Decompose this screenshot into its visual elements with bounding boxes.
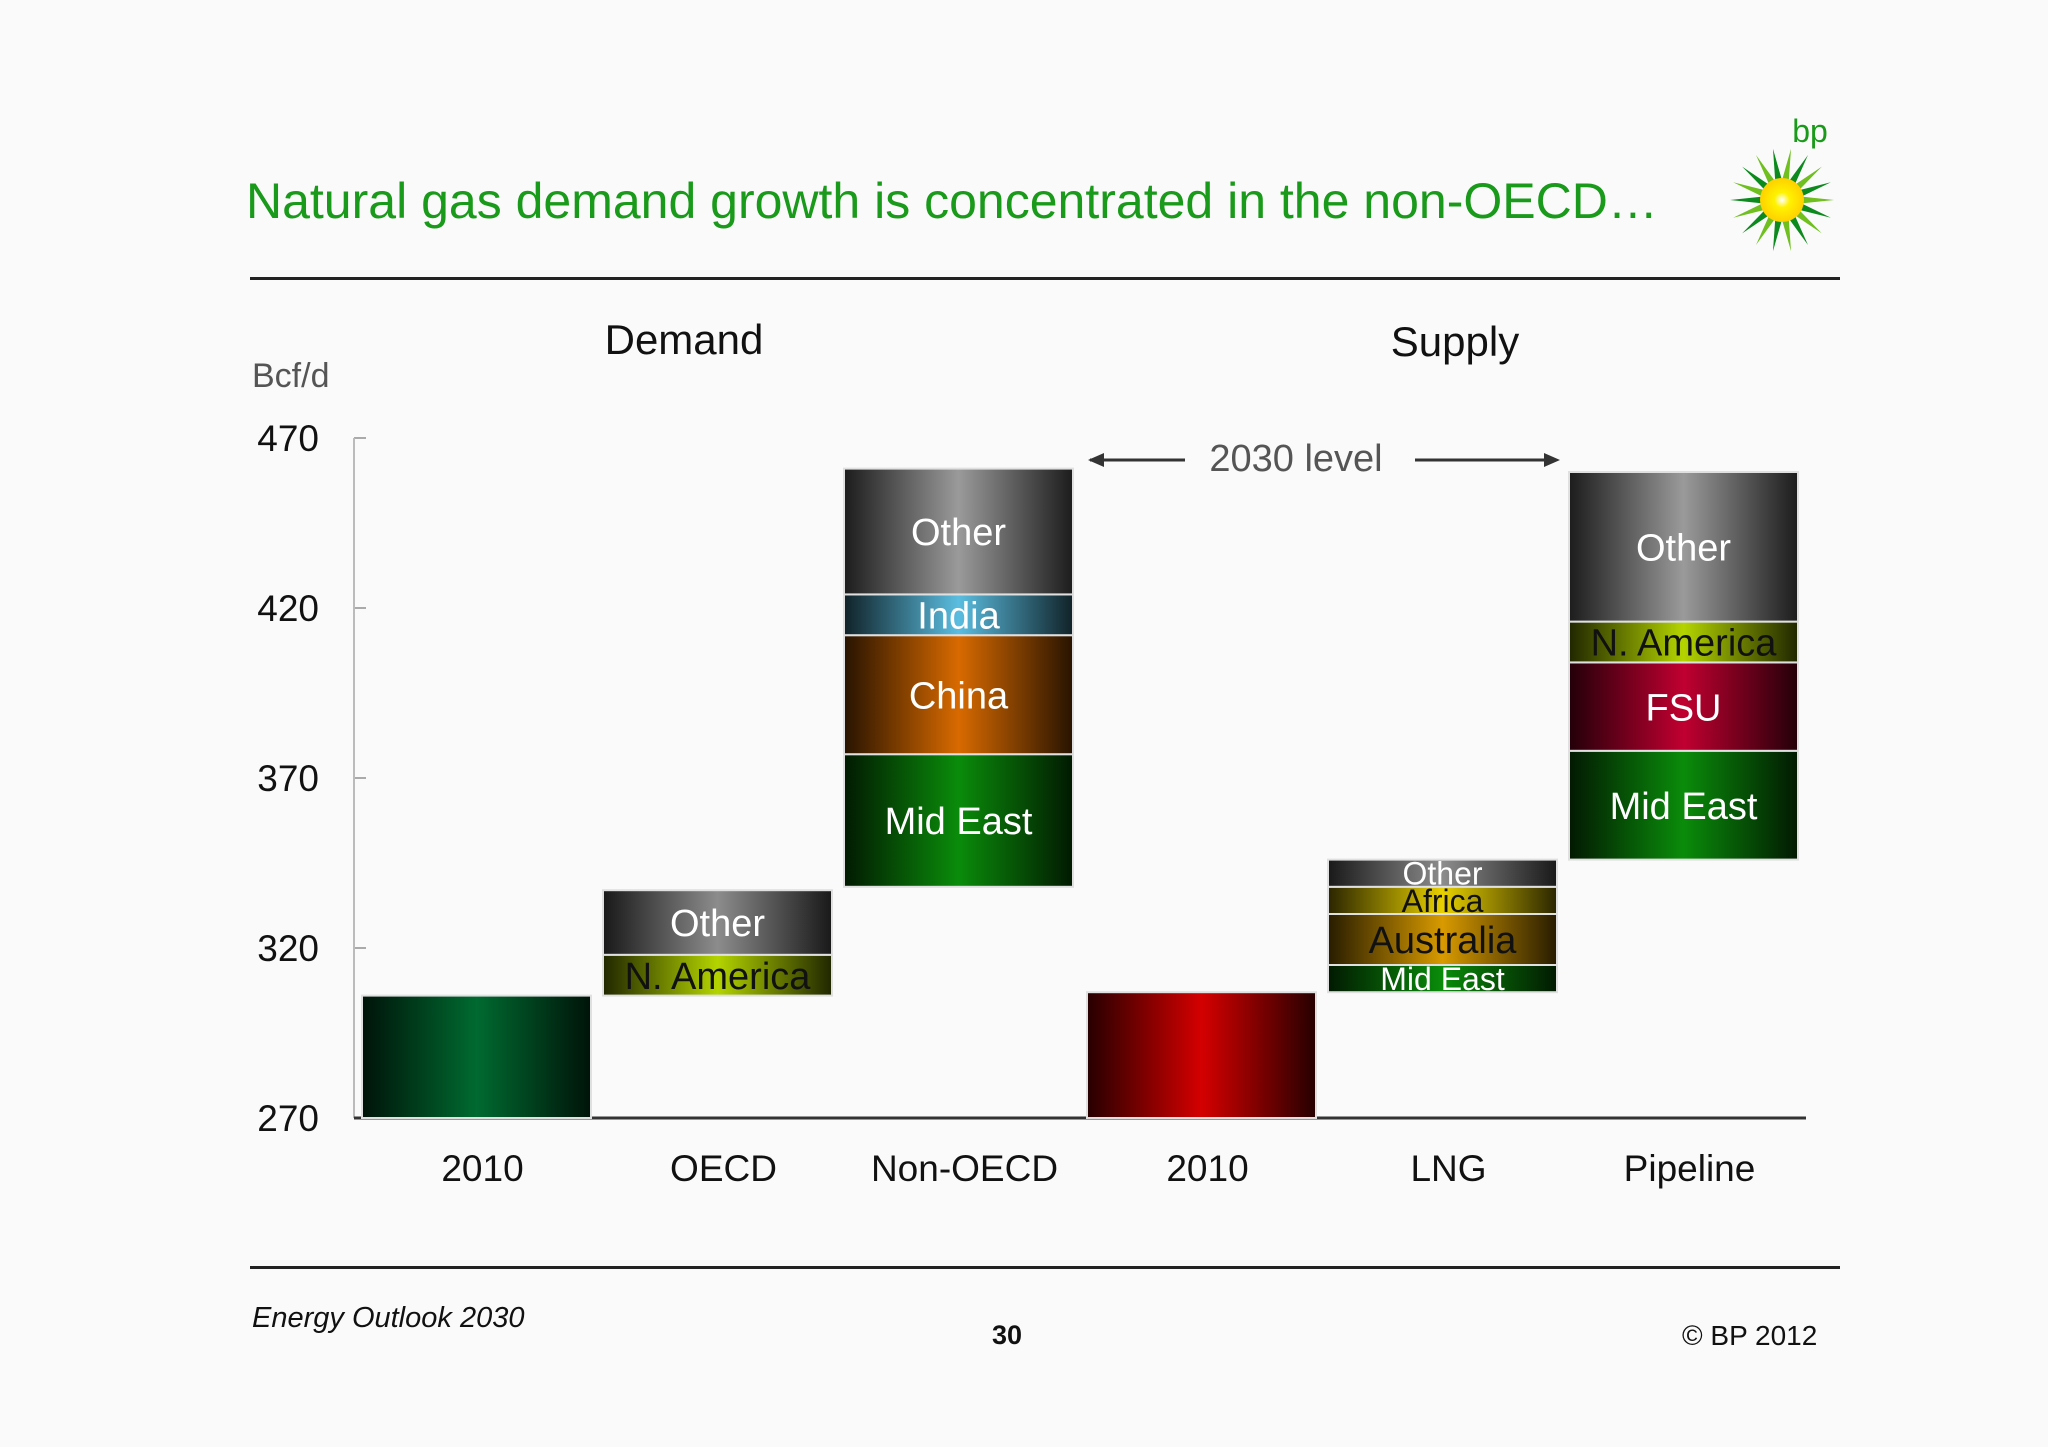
bar-segment-mid-east [843,753,1074,888]
group-label-supply: Supply [1391,318,1519,365]
y-tick-label: 370 [257,758,319,799]
group-label-demand: Demand [605,316,764,363]
bar-segment-africa [1327,885,1558,915]
segment-label: N. America [1591,623,1778,665]
bar-2010-supply [1086,991,1317,1120]
bar-segment-australia [1327,913,1558,966]
y-tick-label: 320 [257,928,319,969]
top-divider [250,277,1840,280]
segment-label: Africa [1402,883,1484,919]
segment-label: Other [1402,856,1482,892]
segment-label: Mid East [1380,961,1505,997]
annotation-2030-level: 2030 level [1209,438,1382,480]
x-category-label: OECD [670,1148,777,1189]
bar-segment-other [1568,471,1799,623]
annotation-arrowhead-right [1544,453,1560,467]
segment-label: N. America [625,956,812,998]
segment-label: China [909,675,1009,717]
y-tick-label: 470 [257,418,319,459]
bar-segment-n-america [602,953,833,997]
segment-label: Mid East [1610,786,1758,828]
segment-label: Australia [1369,920,1518,962]
bar-segment-fsu [1568,661,1799,752]
bar-segment-mid-east [1327,964,1558,994]
y-tick-label: 270 [257,1098,319,1139]
bar-2010-demand [361,994,592,1119]
page-number: 30 [992,1320,1023,1350]
bar-segment [361,994,592,1119]
y-axis-label: Bcf/d [252,357,329,395]
y-tick-label: 420 [257,588,319,629]
bar-segment-mid-east [1568,749,1799,861]
slide-title: Natural gas demand growth is concentrate… [246,173,1658,229]
bar-segment [1086,991,1317,1120]
bar-segment-other [1327,858,1558,888]
bar-segment-other [602,889,833,956]
x-category-label: Pipeline [1624,1148,1756,1189]
bar-segment-china [843,634,1074,756]
footer-publication: Energy Outlook 2030 [252,1302,525,1334]
y-axis-ticks: 270 320 370 420 470 [257,418,366,1139]
x-category-label: 2010 [1166,1148,1248,1189]
bottom-divider [250,1266,1840,1269]
copyright: © BP 2012 [1682,1320,1818,1351]
segment-label: Other [670,903,765,945]
bp-logo-text: bp [1792,113,1828,149]
annotation-arrowhead-left [1088,453,1104,467]
segment-label: India [917,595,1000,637]
x-category-label: Non-OECD [871,1148,1058,1189]
bar-segment-other [843,467,1074,596]
bar-pipeline-supply: Mid East FSU N. America Other [1568,471,1799,861]
x-category-label: 2010 [441,1148,523,1189]
segment-label: FSU [1646,687,1722,729]
segment-label: Mid East [885,801,1033,843]
segment-label: Other [1636,527,1731,569]
bar-non-oecd-demand: Mid East China India Other [843,467,1074,888]
segment-label: Other [911,512,1006,554]
bar-segment-india [843,593,1074,637]
x-category-label: LNG [1410,1148,1486,1189]
bp-helios-logo: bp [1730,113,1834,252]
bar-oecd-demand: N. America Other [602,889,833,998]
